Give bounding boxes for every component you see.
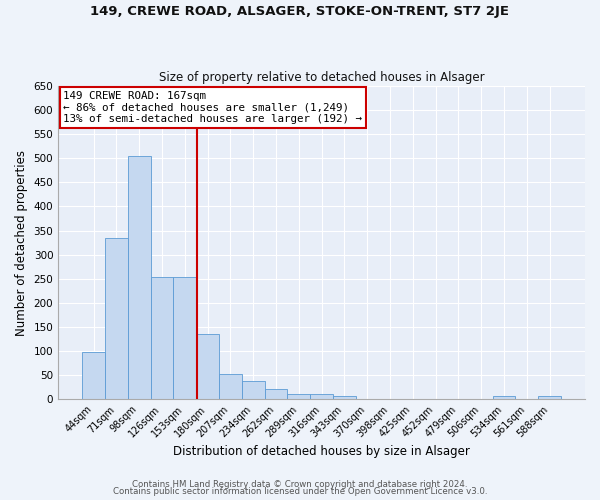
Bar: [242, 382, 265, 399]
Text: Contains public sector information licensed under the Open Government Licence v3: Contains public sector information licen…: [113, 487, 487, 496]
Bar: [151, 278, 173, 399]
Text: Contains HM Land Registry data © Crown copyright and database right 2024.: Contains HM Land Registry data © Crown c…: [132, 480, 468, 489]
Bar: [173, 278, 196, 399]
Bar: [196, 334, 219, 399]
Bar: [538, 396, 561, 399]
Y-axis label: Number of detached properties: Number of detached properties: [15, 150, 28, 336]
Text: 149 CREWE ROAD: 167sqm
← 86% of detached houses are smaller (1,249)
13% of semi-: 149 CREWE ROAD: 167sqm ← 86% of detached…: [64, 91, 362, 124]
Bar: [265, 388, 287, 399]
Bar: [105, 238, 128, 399]
X-axis label: Distribution of detached houses by size in Alsager: Distribution of detached houses by size …: [173, 444, 470, 458]
Bar: [310, 394, 333, 399]
Bar: [82, 352, 105, 399]
Bar: [128, 156, 151, 399]
Bar: [219, 374, 242, 399]
Bar: [493, 396, 515, 399]
Title: Size of property relative to detached houses in Alsager: Size of property relative to detached ho…: [159, 70, 484, 84]
Bar: [287, 394, 310, 399]
Bar: [333, 396, 356, 399]
Text: 149, CREWE ROAD, ALSAGER, STOKE-ON-TRENT, ST7 2JE: 149, CREWE ROAD, ALSAGER, STOKE-ON-TRENT…: [91, 5, 509, 18]
